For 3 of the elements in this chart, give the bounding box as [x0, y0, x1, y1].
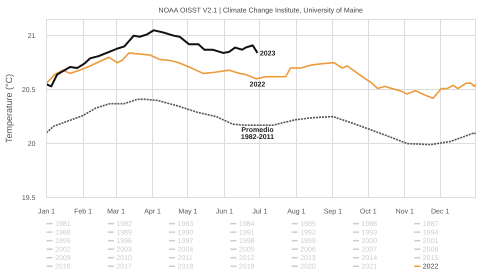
line-series [46, 52, 476, 100]
y-axis-title: Temperature (°C) [4, 74, 14, 144]
line-series [46, 98, 476, 146]
